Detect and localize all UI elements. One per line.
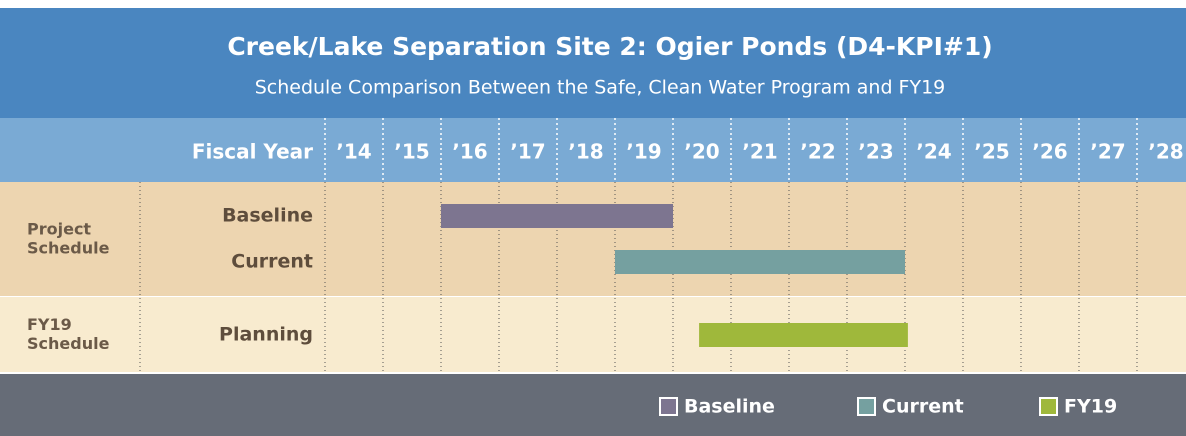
x-tick-label: ’28 [1148, 140, 1183, 164]
x-tick-label: ’25 [974, 140, 1009, 164]
group-label-line: Project [27, 219, 91, 238]
row-label: Planning [219, 324, 313, 346]
x-tick-label: ’23 [858, 140, 893, 164]
group-label: Project Schedule [27, 219, 110, 257]
bar [614, 250, 905, 274]
x-tick-label: ’14 [336, 140, 371, 164]
x-tick-label: ’21 [742, 140, 777, 164]
legend-swatch [659, 397, 678, 416]
legend-label: FY19 [1064, 396, 1117, 418]
legend-band [0, 373, 1186, 436]
x-tick-label: ’17 [510, 140, 545, 164]
x-tick-label: ’20 [684, 140, 719, 164]
chart-title: Creek/Lake Separation Site 2: Ogier Pond… [227, 32, 992, 61]
bar [699, 323, 908, 347]
group-label-line: Schedule [27, 334, 110, 353]
legend-swatch [1039, 397, 1058, 416]
group-label-line: Schedule [27, 238, 110, 257]
x-tick-label: ’18 [568, 140, 603, 164]
x-tick-label: ’22 [800, 140, 835, 164]
row-label: Current [231, 251, 313, 273]
title-band [0, 8, 1186, 118]
x-tick-label: ’24 [916, 140, 951, 164]
row-label: Baseline [222, 205, 313, 227]
group-label: FY19 Schedule [27, 315, 110, 353]
legend-swatch [857, 397, 876, 416]
x-tick-label: ’15 [394, 140, 429, 164]
x-tick-label: ’16 [452, 140, 487, 164]
axis-label: Fiscal Year [192, 140, 313, 164]
chart-subtitle: Schedule Comparison Between the Safe, Cl… [255, 77, 946, 99]
x-tick-label: ’27 [1090, 140, 1125, 164]
group-band [0, 182, 1186, 297]
legend-label: Baseline [684, 396, 775, 418]
x-tick-label: ’26 [1032, 140, 1067, 164]
bar [440, 204, 673, 228]
legend-label: Current [882, 396, 964, 418]
header-band [0, 118, 1186, 182]
x-tick-label: ’19 [626, 140, 661, 164]
group-label-line: FY19 [27, 315, 72, 334]
group-band [0, 297, 1186, 373]
